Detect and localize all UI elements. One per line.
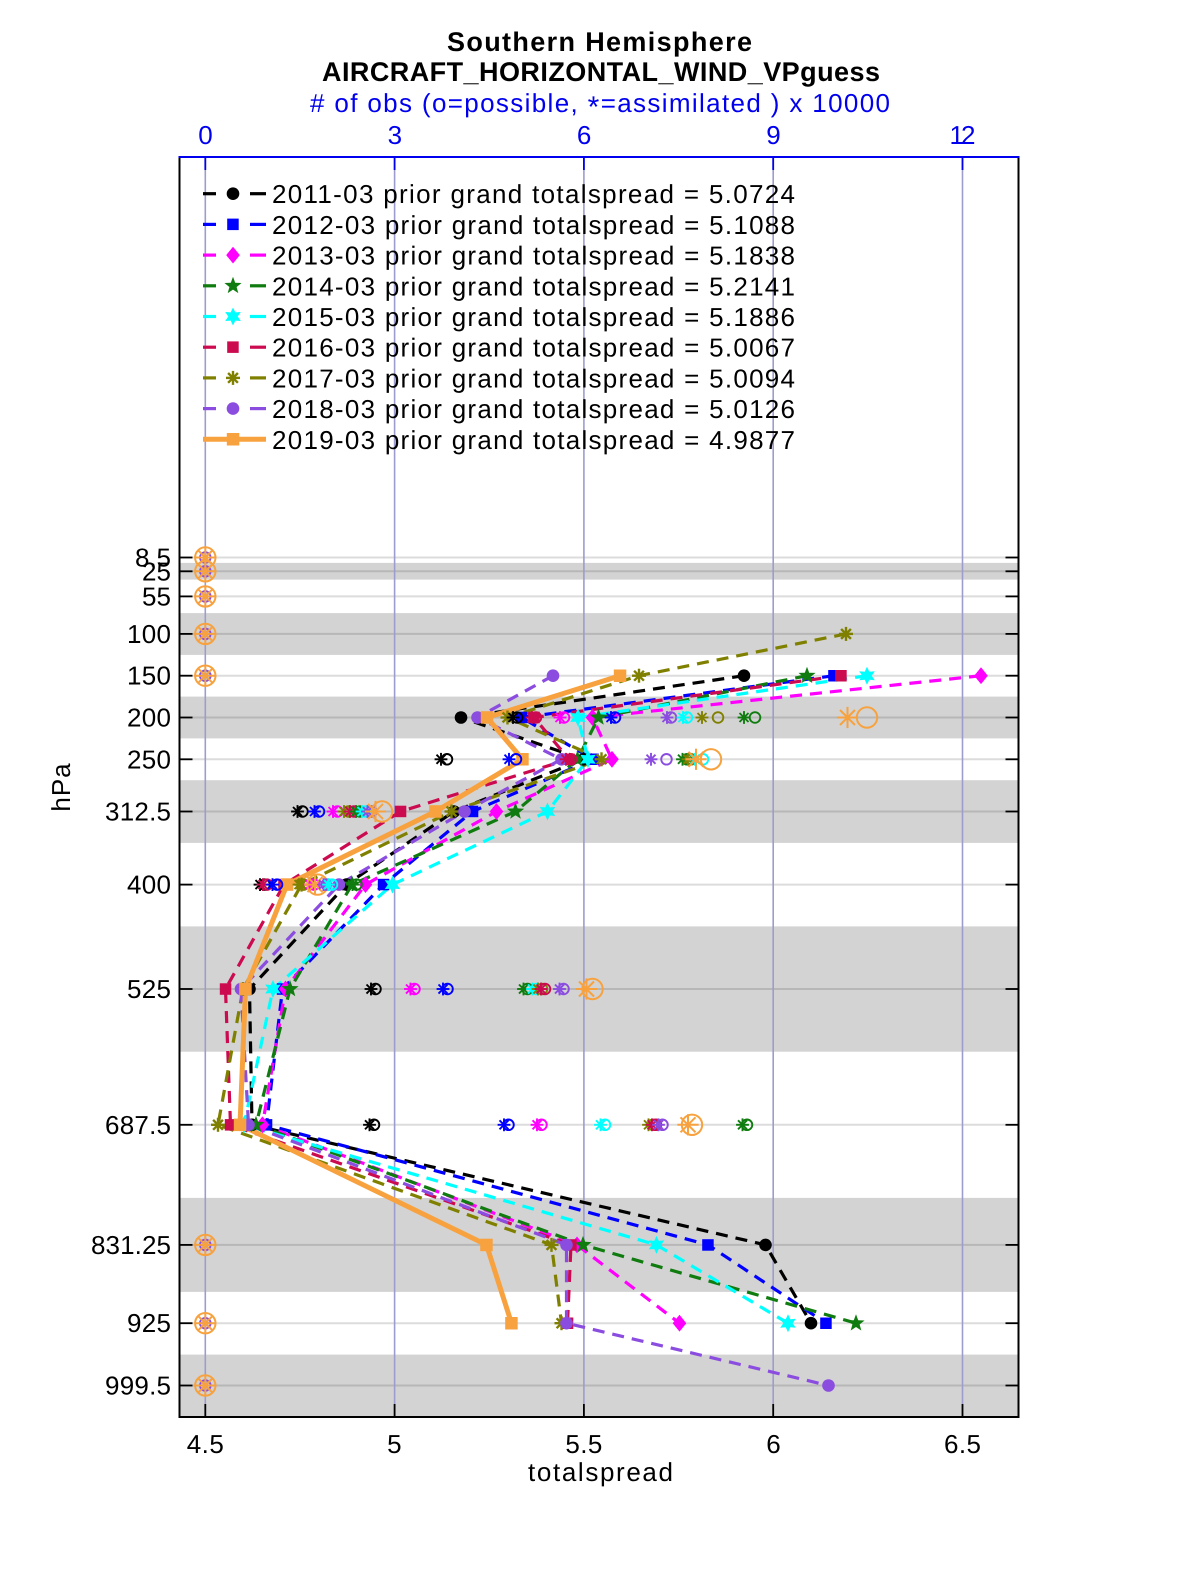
svg-text:2014-03 prior grand totalsprea: 2014-03 prior grand totalspread = 5.2141 [272,271,795,301]
svg-text:9: 9 [766,120,780,150]
svg-text:6: 6 [577,120,591,150]
svg-text:5.5: 5.5 [565,1429,602,1459]
svg-text:2013-03 prior grand totalsprea: 2013-03 prior grand totalspread = 5.1838 [272,241,795,271]
svg-text:3: 3 [388,120,402,150]
svg-text:totalspread: totalspread [528,1457,673,1487]
svg-text:100: 100 [127,619,171,649]
svg-text:250: 250 [127,744,171,774]
svg-text:2018-03 prior grand totalsprea: 2018-03 prior grand totalspread = 5.0126 [272,394,795,424]
svg-text:Southern Hemisphere: Southern Hemisphere [447,27,752,57]
svg-text:925: 925 [127,1308,171,1338]
svg-text:hPa: hPa [46,762,76,811]
svg-text:312.5: 312.5 [105,797,171,827]
svg-text:2012-03 prior grand totalsprea: 2012-03 prior grand totalspread = 5.1088 [272,210,795,240]
svg-text:5: 5 [387,1429,401,1459]
svg-text:6.5: 6.5 [944,1429,981,1459]
svg-text:687.5: 687.5 [105,1110,171,1140]
svg-text:400: 400 [127,870,171,900]
svg-text:2019-03 prior grand totalsprea: 2019-03 prior grand totalspread = 4.9877 [272,425,795,455]
svg-text:2015-03 prior grand totalsprea: 2015-03 prior grand totalspread = 5.1886 [272,302,795,332]
svg-text:150: 150 [127,661,171,691]
svg-text:55: 55 [142,581,171,611]
svg-text:2011-03 prior grand totalsprea: 2011-03 prior grand totalspread = 5.0724 [272,179,795,209]
svg-text:25: 25 [142,556,171,586]
svg-text:0: 0 [198,120,212,150]
svg-text:6: 6 [766,1429,780,1459]
svg-text:999.5: 999.5 [105,1371,171,1401]
svg-text:2016-03 prior grand totalsprea: 2016-03 prior grand totalspread = 5.0067 [272,333,795,363]
svg-text:8.5: 8.5 [135,543,171,573]
svg-text:4.5: 4.5 [187,1429,224,1459]
svg-text:AIRCRAFT_HORIZONTAL_WIND_VPgue: AIRCRAFT_HORIZONTAL_WIND_VPguess [322,57,880,87]
svg-text:831.25: 831.25 [91,1230,171,1260]
svg-text:12: 12 [950,120,976,150]
svg-text:2017-03 prior grand totalsprea: 2017-03 prior grand totalspread = 5.0094 [272,363,795,393]
svg-text:525: 525 [127,974,171,1004]
svg-text:200: 200 [127,703,171,733]
